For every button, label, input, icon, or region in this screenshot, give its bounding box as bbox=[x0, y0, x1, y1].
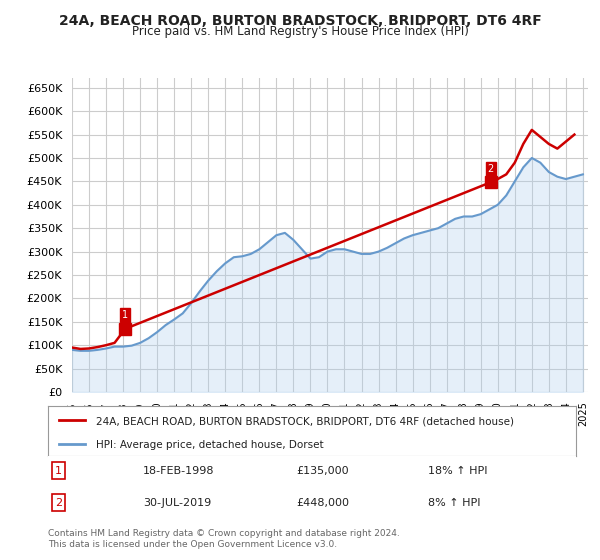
Text: 18% ↑ HPI: 18% ↑ HPI bbox=[428, 465, 488, 475]
Text: £448,000: £448,000 bbox=[296, 498, 349, 508]
Text: 30-JUL-2019: 30-JUL-2019 bbox=[143, 498, 211, 508]
Text: 1: 1 bbox=[122, 310, 128, 320]
Text: Price paid vs. HM Land Registry's House Price Index (HPI): Price paid vs. HM Land Registry's House … bbox=[131, 25, 469, 38]
Text: 2: 2 bbox=[487, 164, 494, 174]
Text: Contains HM Land Registry data © Crown copyright and database right 2024.
This d: Contains HM Land Registry data © Crown c… bbox=[48, 529, 400, 549]
Text: 24A, BEACH ROAD, BURTON BRADSTOCK, BRIDPORT, DT6 4RF (detached house): 24A, BEACH ROAD, BURTON BRADSTOCK, BRIDP… bbox=[95, 416, 514, 426]
Text: HPI: Average price, detached house, Dorset: HPI: Average price, detached house, Dors… bbox=[95, 440, 323, 450]
Text: 18-FEB-1998: 18-FEB-1998 bbox=[143, 465, 215, 475]
Text: 8% ↑ HPI: 8% ↑ HPI bbox=[428, 498, 481, 508]
Text: 2: 2 bbox=[55, 498, 62, 508]
Text: 1: 1 bbox=[55, 465, 62, 475]
Text: £135,000: £135,000 bbox=[296, 465, 349, 475]
Text: 24A, BEACH ROAD, BURTON BRADSTOCK, BRIDPORT, DT6 4RF: 24A, BEACH ROAD, BURTON BRADSTOCK, BRIDP… bbox=[59, 14, 541, 28]
